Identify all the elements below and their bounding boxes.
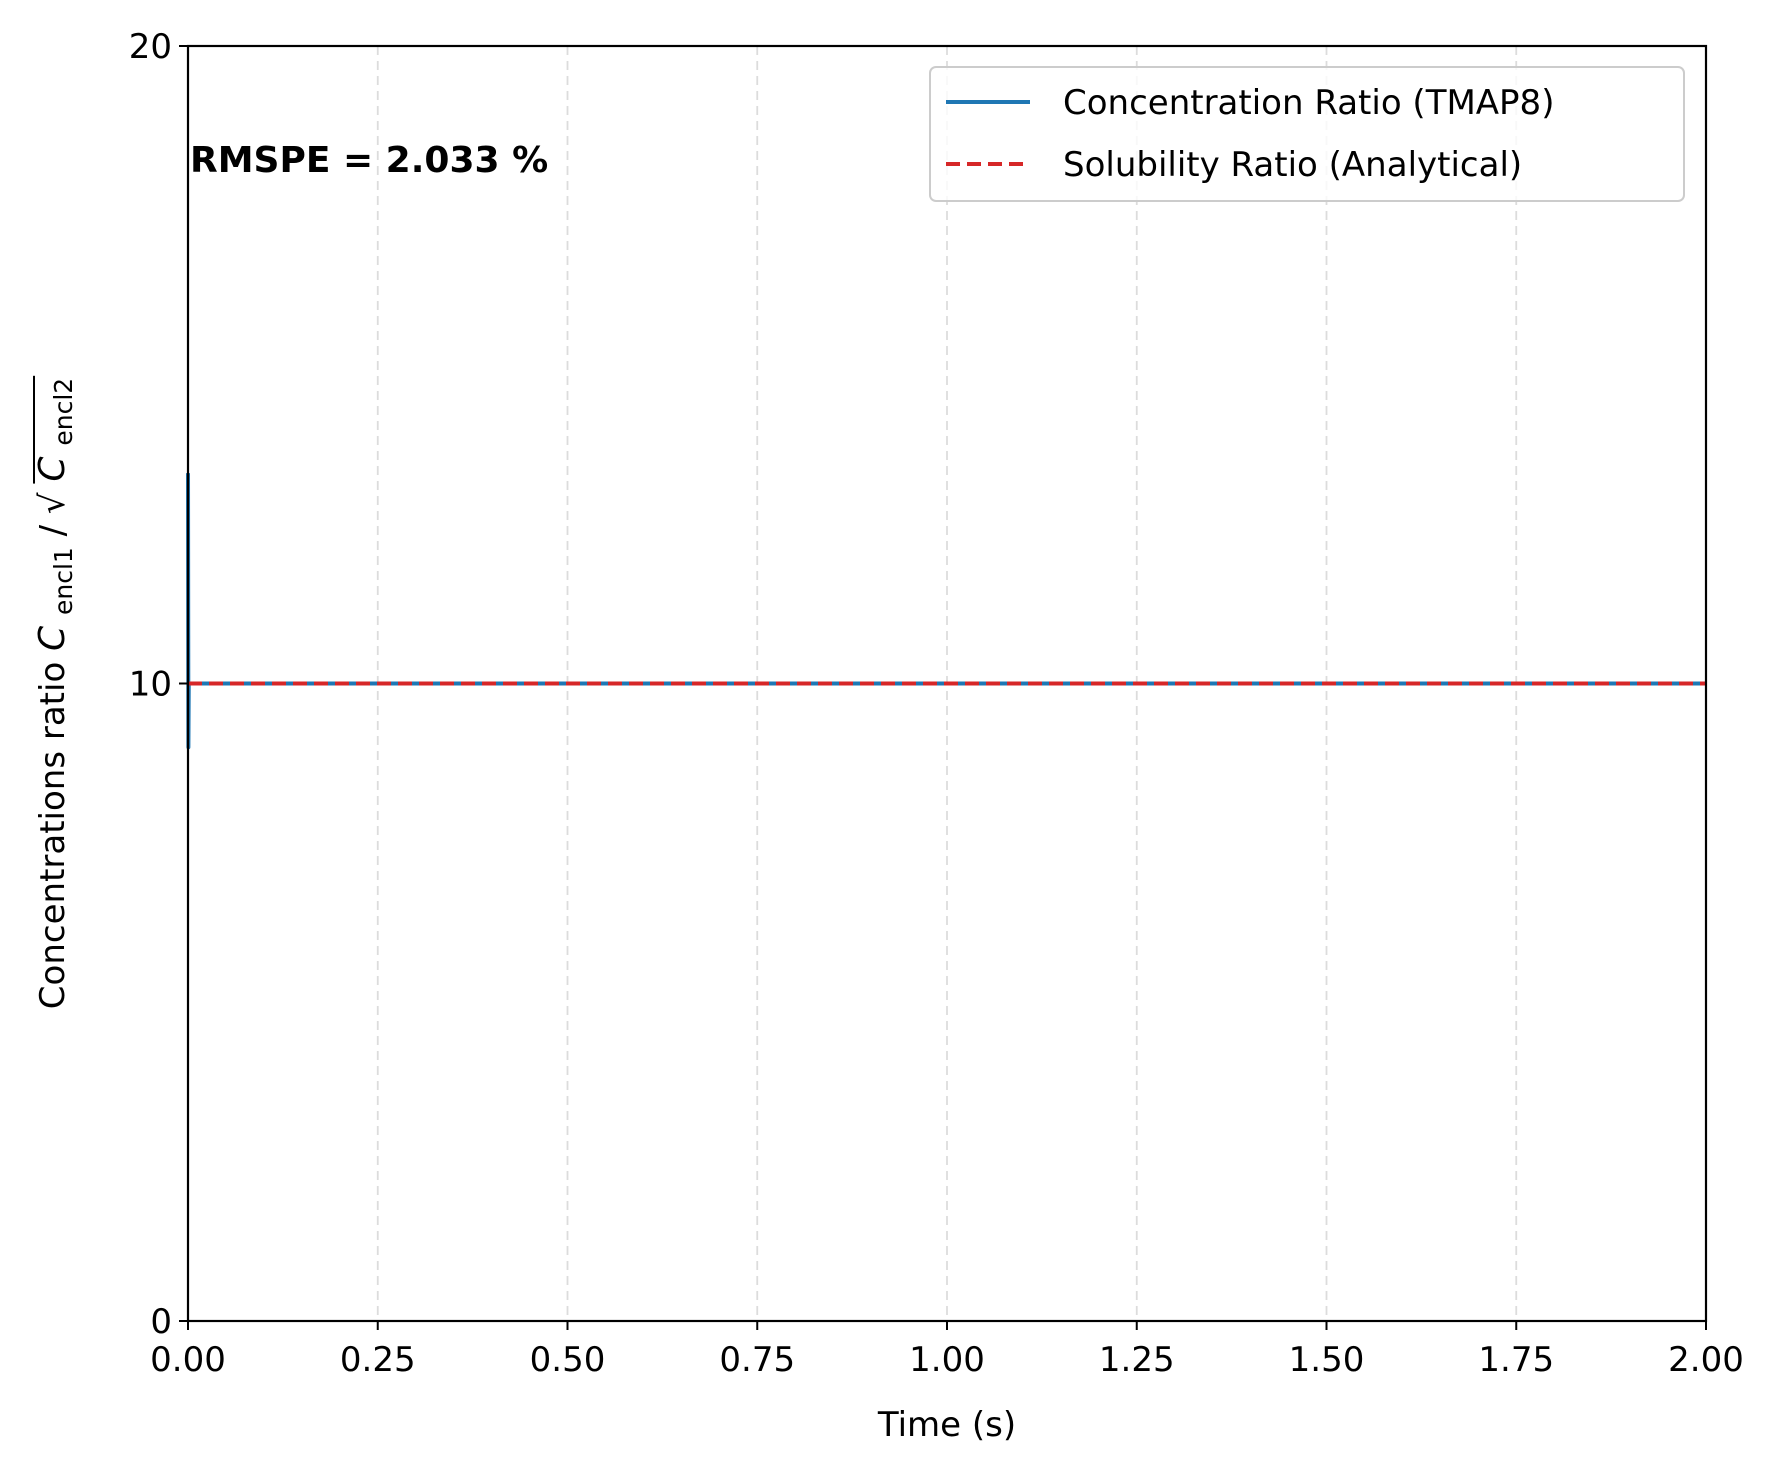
legend: Concentration Ratio (TMAP8) Solubility R…: [929, 66, 1685, 202]
x-tick-label: 0.25: [340, 1340, 416, 1380]
x-tick-label: 1.50: [1289, 1340, 1365, 1380]
x-axis-ticks: 0.00 0.25 0.50 0.75 1.00 1.25 1.50 1.75 2.00: [150, 1321, 1744, 1380]
y-axis-label: Concentrations ratio C encl1 / √ C encl2: [32, 375, 81, 1009]
x-tick-label: 1.75: [1478, 1340, 1554, 1380]
y-axis-label-slash: /: [33, 524, 73, 536]
y-tick-label: 20: [129, 27, 172, 67]
y-axis-label-root: √: [33, 492, 73, 514]
x-tick-label: 0.75: [719, 1340, 795, 1380]
legend-label-tmap8: Concentration Ratio (TMAP8): [1063, 83, 1554, 123]
legend-box: [929, 66, 1685, 202]
x-tick-label: 2.00: [1668, 1340, 1744, 1380]
y-axis-ticks: 0 10 20: [129, 27, 188, 1342]
y-axis-label-numerator: C: [32, 625, 73, 651]
x-tick-label: 0.00: [150, 1340, 226, 1380]
y-tick-label: 0: [150, 1302, 172, 1342]
y-axis-label-prefix: Concentrations ratio: [33, 651, 73, 1009]
x-tick-label: 1.25: [1099, 1340, 1175, 1380]
legend-label-analytical: Solubility Ratio (Analytical): [1063, 145, 1522, 185]
y-axis-label-denominator: C: [32, 456, 73, 482]
y-axis-label-denominator-sub: encl2: [49, 378, 78, 446]
x-axis-label: Time (s): [877, 1405, 1016, 1445]
y-axis-label-numerator-sub: encl1: [49, 547, 78, 615]
y-tick-label: 10: [129, 665, 172, 705]
x-tick-label: 1.00: [909, 1340, 985, 1380]
x-tick-label: 0.50: [530, 1340, 606, 1380]
rmspe-annotation: RMSPE = 2.033 %: [190, 140, 548, 181]
svg-text:Concentrations ratio: Concentrations ratio C encl1 / √ C encl2: [32, 378, 81, 1009]
